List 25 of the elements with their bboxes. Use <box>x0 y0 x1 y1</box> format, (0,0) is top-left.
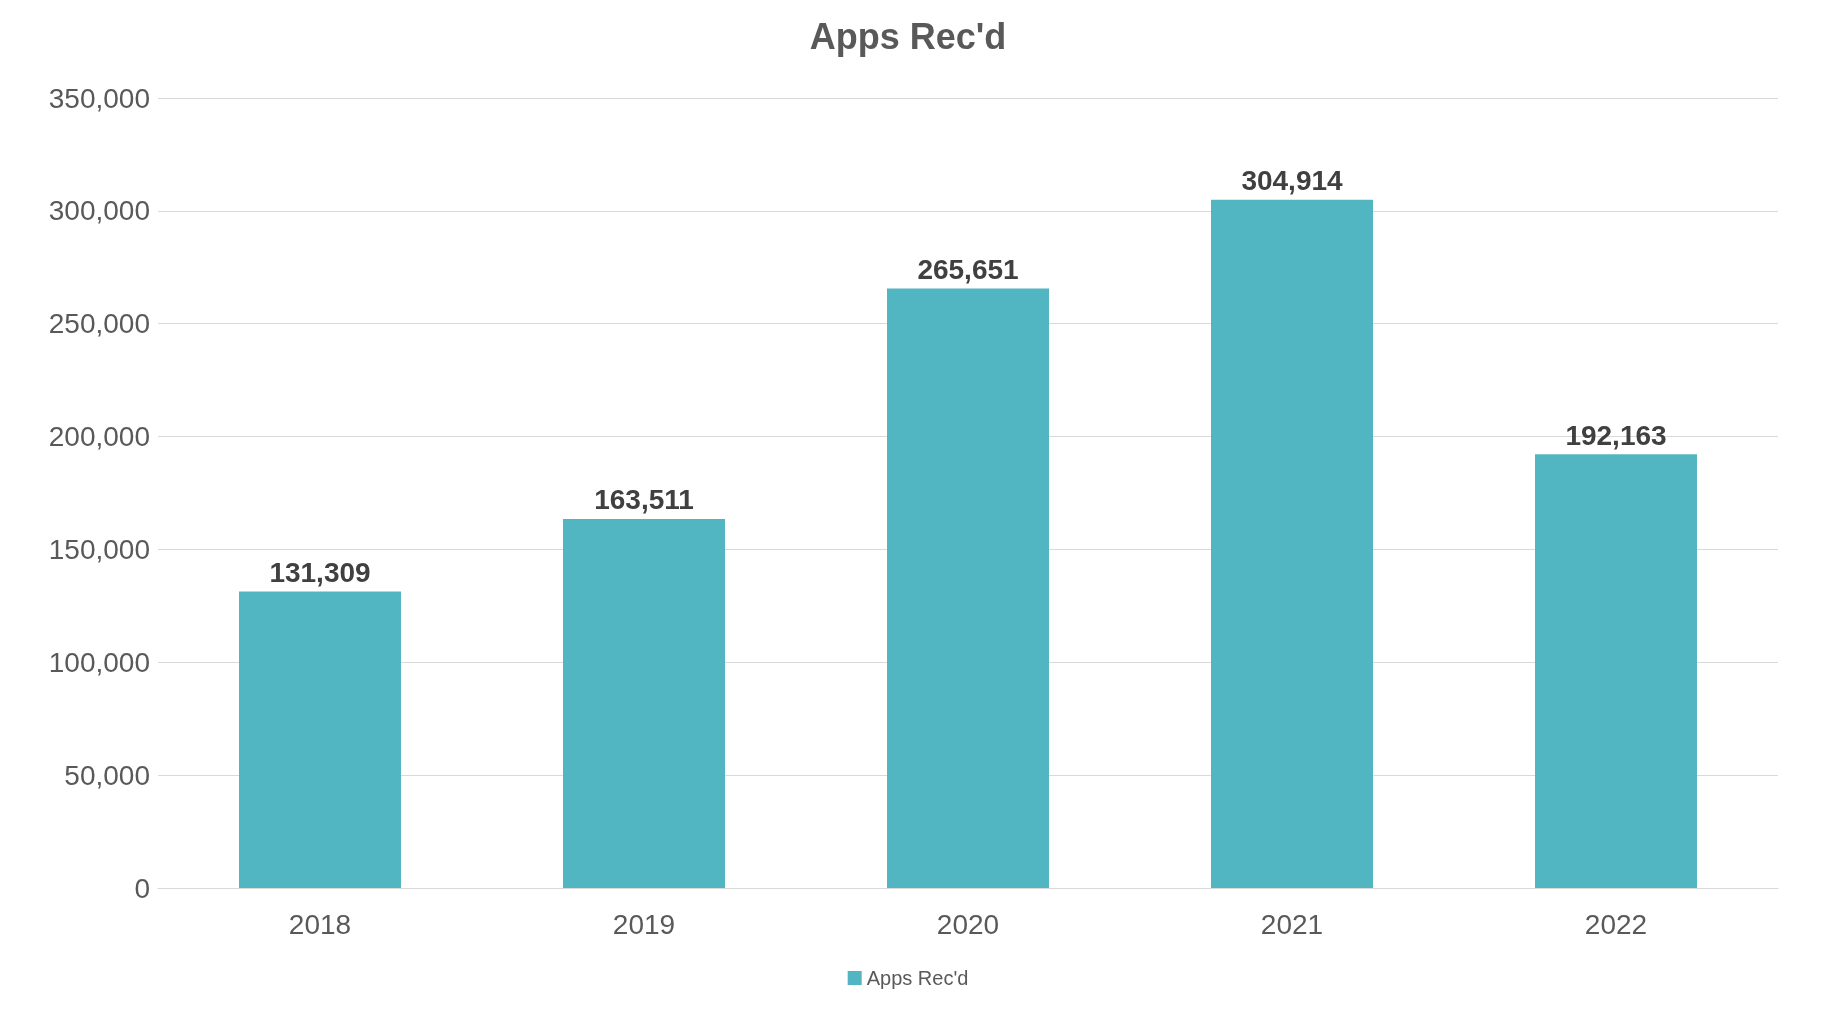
x-tick-label: 2020 <box>936 908 1000 940</box>
data-label: 163,511 <box>594 484 694 516</box>
data-label: 304,914 <box>1241 165 1344 197</box>
y-tick-label: 0 <box>134 872 150 904</box>
data-label: 131,309 <box>269 557 371 589</box>
legend-label: Apps Rec'd <box>866 967 969 989</box>
bar <box>563 518 725 888</box>
data-label: 265,651 <box>917 253 1019 285</box>
y-tick-label: 150,000 <box>48 533 150 565</box>
data-label: 192,163 <box>1565 419 1667 451</box>
bar <box>1535 454 1697 888</box>
y-tick-label: 50,000 <box>64 759 150 791</box>
chart-title: Apps Rec'd <box>809 15 1007 57</box>
bar <box>239 591 401 888</box>
x-tick-label: 2022 <box>1584 908 1648 940</box>
x-tick-label: 2018 <box>288 908 352 940</box>
y-tick-label: 200,000 <box>48 421 150 453</box>
y-tick-label: 100,000 <box>48 646 150 678</box>
bar <box>1211 199 1373 888</box>
x-tick-label: 2019 <box>612 908 676 940</box>
y-tick-label: 250,000 <box>48 308 150 340</box>
y-tick-label: 300,000 <box>48 195 150 227</box>
x-tick-label: 2021 <box>1260 908 1324 940</box>
bar <box>887 288 1049 888</box>
y-tick-label: 350,000 <box>48 82 150 114</box>
